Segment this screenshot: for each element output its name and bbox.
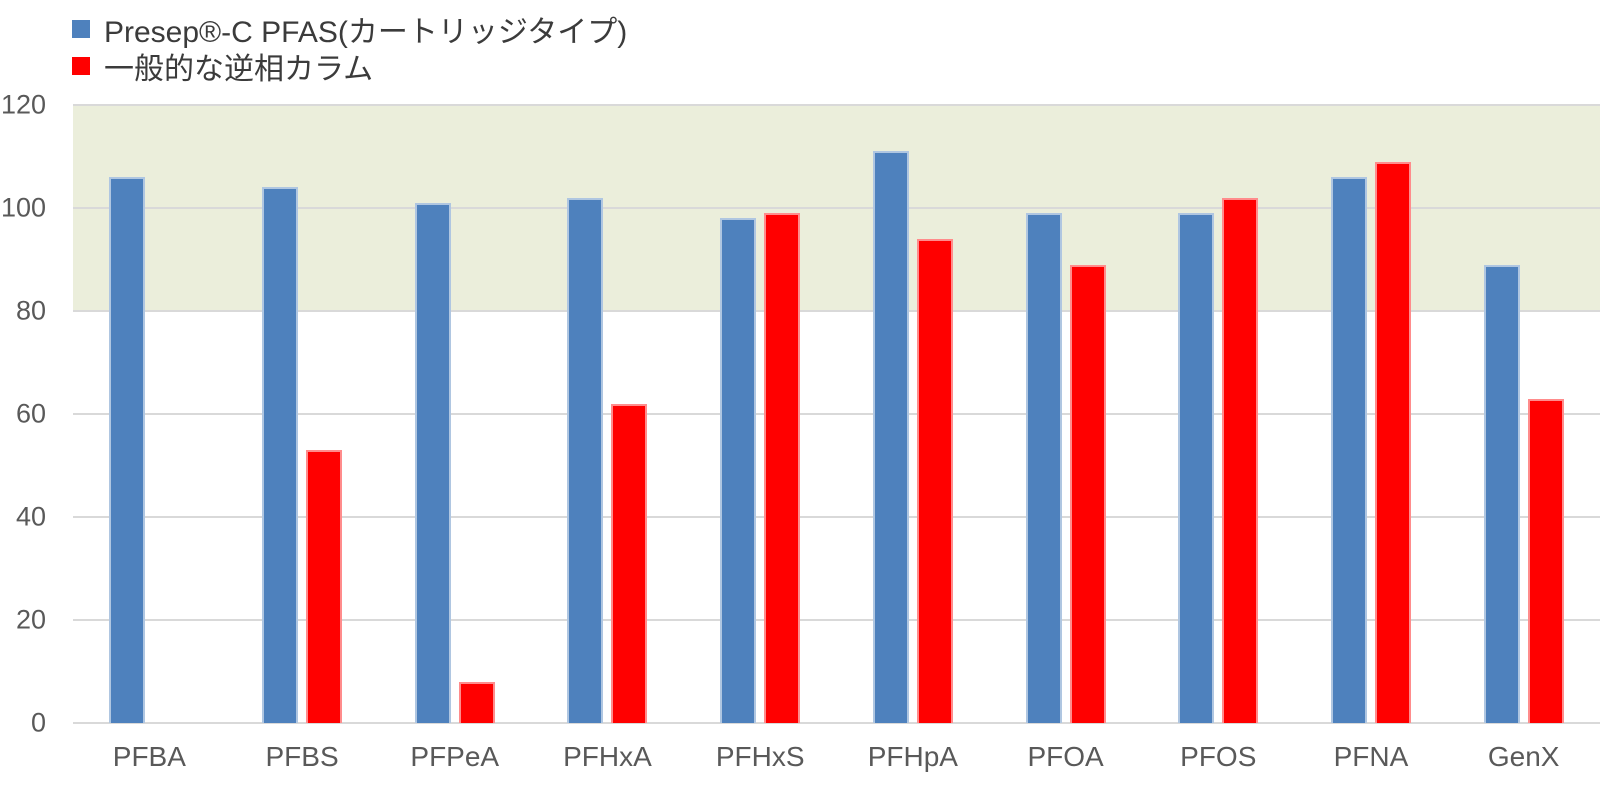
bar-generic-reversed-phase-column-PFBS xyxy=(306,450,343,723)
bar-generic-reversed-phase-column-PFHxS xyxy=(764,213,801,723)
bar-group-PFNA xyxy=(1295,105,1448,723)
bar-presep-c-pfas-PFHxS xyxy=(720,218,757,723)
bar-presep-c-pfas-PFBA xyxy=(109,177,146,723)
legend-label-presep-c-pfas: Presep®-C PFAS(カートリッジタイプ) xyxy=(104,15,628,49)
x-tick-label-PFOS: PFOS xyxy=(1180,741,1257,772)
bar-generic-reversed-phase-column-PFHpA xyxy=(916,238,953,723)
x-tick-label-PFHpA: PFHpA xyxy=(867,741,958,772)
bar-presep-c-pfas-PFHxA xyxy=(567,197,604,723)
bar-groups xyxy=(73,105,1600,723)
gridline-40 xyxy=(73,516,1600,518)
x-axis: PFBA PFBS PFPeA PFHxA PFHxS PFHpA PFOA PFOS PFNA… xyxy=(73,741,1600,773)
bar-group-PFHpA xyxy=(837,105,990,723)
gridline-20 xyxy=(73,619,1600,621)
bar-group-PFHxS xyxy=(684,105,837,723)
gridline-120 xyxy=(73,104,1600,106)
x-tick-label-PFHxA: PFHxA xyxy=(563,741,652,772)
x-tick-label-GenX: GenX xyxy=(1487,741,1560,772)
y-tick-label-0: 0 xyxy=(30,707,46,738)
y-axis: 0 20 40 60 80 100 120 xyxy=(0,90,46,738)
y-tick-label-40: 40 xyxy=(15,501,46,532)
x-tick-label-PFNA: PFNA xyxy=(1333,741,1409,772)
bar-presep-c-pfas-PFOA xyxy=(1025,213,1062,723)
y-tick-label-100: 100 xyxy=(0,192,46,223)
bar-presep-c-pfas-PFNA xyxy=(1330,177,1367,723)
y-tick-label-120: 120 xyxy=(0,89,46,120)
bar-group-PFOA xyxy=(989,105,1142,723)
bar-presep-c-pfas-PFBS xyxy=(262,187,299,723)
bar-generic-reversed-phase-column-PFOS xyxy=(1222,197,1259,723)
legend-swatch-generic-reversed-phase-column xyxy=(72,56,90,75)
gridline-100 xyxy=(73,207,1600,209)
x-tick-label-PFBS: PFBS xyxy=(265,741,339,772)
bar-presep-c-pfas-GenX xyxy=(1483,264,1520,723)
gridline-60 xyxy=(73,413,1600,415)
x-tick-label-PFBA: PFBA xyxy=(112,741,186,772)
x-tick-label-PFPeA: PFPeA xyxy=(410,741,500,772)
legend-swatch-presep-c-pfas xyxy=(72,19,90,38)
bar-group-PFOS xyxy=(1142,105,1295,723)
y-tick-label-20: 20 xyxy=(15,604,46,635)
bar-generic-reversed-phase-column-PFOA xyxy=(1069,264,1106,723)
bar-generic-reversed-phase-column-PFPeA xyxy=(458,681,495,723)
bar-presep-c-pfas-PFHpA xyxy=(872,151,909,723)
bar-presep-c-pfas-PFOS xyxy=(1178,213,1215,723)
y-tick-label-60: 60 xyxy=(15,398,46,429)
bar-generic-reversed-phase-column-PFNA xyxy=(1374,161,1411,723)
bar-generic-reversed-phase-column-GenX xyxy=(1527,398,1564,723)
legend-item-generic-reversed-phase-column: 一般的な逆相カラム xyxy=(72,47,627,86)
gridline-80 xyxy=(73,310,1600,312)
x-tick-label-PFOA: PFOA xyxy=(1027,741,1104,772)
bar-group-PFBS xyxy=(226,105,379,723)
plot-area xyxy=(73,104,1600,724)
legend-label-generic-reversed-phase-column: 一般的な逆相カラム xyxy=(104,52,374,86)
bar-group-PFBA xyxy=(73,105,226,723)
bar-group-GenX xyxy=(1447,105,1600,723)
legend-item-presep-c-pfas: Presep®-C PFAS(カートリッジタイプ) xyxy=(72,10,627,49)
gridline-0 xyxy=(73,722,1600,724)
bar-generic-reversed-phase-column-PFHxA xyxy=(611,403,648,723)
bar-group-PFPeA xyxy=(378,105,531,723)
bar-presep-c-pfas-PFPeA xyxy=(414,202,451,723)
x-tick-label-PFHxS: PFHxS xyxy=(715,741,805,772)
legend: Presep®-C PFAS(カートリッジタイプ) 一般的な逆相カラム xyxy=(72,10,627,86)
y-tick-label-80: 80 xyxy=(15,295,46,326)
bar-group-PFHxA xyxy=(531,105,684,723)
